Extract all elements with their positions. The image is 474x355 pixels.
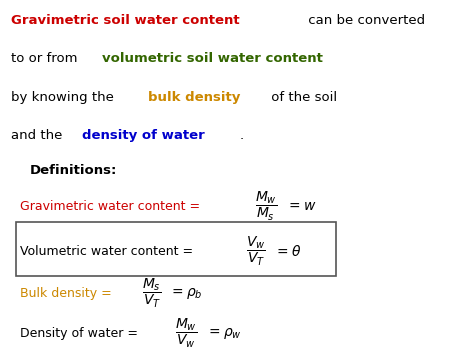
Text: $= \rho_b$: $= \rho_b$: [169, 286, 202, 301]
Text: to or from: to or from: [11, 52, 82, 65]
Text: Gravimetric soil water content: Gravimetric soil water content: [11, 13, 239, 27]
Text: density of water: density of water: [82, 129, 205, 142]
Text: .: .: [240, 129, 244, 142]
Text: Bulk density =: Bulk density =: [20, 287, 112, 300]
Text: by knowing the: by knowing the: [11, 91, 118, 104]
Text: Density of water =: Density of water =: [20, 327, 138, 340]
Text: $\dfrac{M_w}{V_w}$: $\dfrac{M_w}{V_w}$: [175, 317, 198, 350]
Text: $\dfrac{M_s}{V_T}$: $\dfrac{M_s}{V_T}$: [142, 277, 161, 310]
Text: $= \theta$: $= \theta$: [274, 244, 301, 259]
Text: of the soil: of the soil: [267, 91, 337, 104]
Text: can be converted: can be converted: [304, 13, 425, 27]
Text: Definitions:: Definitions:: [30, 164, 117, 177]
Text: $= \rho_w$: $= \rho_w$: [206, 326, 242, 340]
Text: Gravimetric water content =: Gravimetric water content =: [20, 200, 201, 213]
Text: $\dfrac{M_w}{M_s}$: $\dfrac{M_w}{M_s}$: [255, 190, 277, 223]
Text: bulk density: bulk density: [148, 91, 241, 104]
Text: volumetric soil water content: volumetric soil water content: [101, 52, 322, 65]
Text: $= w$: $= w$: [286, 199, 317, 213]
Text: Volumetric water content =: Volumetric water content =: [20, 245, 193, 258]
Text: and the: and the: [11, 129, 66, 142]
Text: $\dfrac{V_w}{V_T}$: $\dfrac{V_w}{V_T}$: [246, 235, 266, 268]
